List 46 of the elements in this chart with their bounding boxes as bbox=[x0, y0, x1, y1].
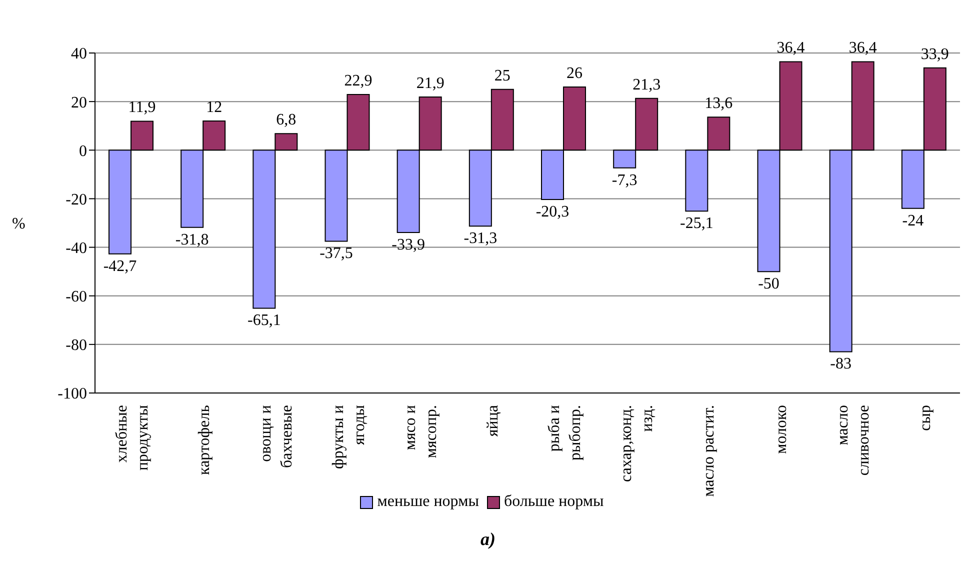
data-label: 21,9 bbox=[416, 74, 444, 92]
data-label: 12 bbox=[206, 99, 222, 116]
data-label: -33,9 bbox=[392, 236, 425, 254]
text: а) bbox=[480, 528, 496, 550]
y-axis-title: % bbox=[12, 216, 26, 233]
data-label: 6,8 bbox=[276, 112, 296, 129]
x-tick-label: молоко bbox=[772, 405, 790, 454]
data-label: -20,3 bbox=[536, 203, 570, 220]
x-tick-label: мясо и мясопр. bbox=[402, 404, 440, 458]
y-tick-label: -40 bbox=[66, 240, 87, 257]
data-label: 13,6 bbox=[704, 95, 733, 112]
data-label: 36,4 bbox=[848, 40, 877, 57]
data-label: 26 bbox=[566, 65, 582, 82]
y-tick-label: -80 bbox=[66, 337, 87, 354]
data-label: -42,7 bbox=[103, 258, 137, 275]
data-label: -50 bbox=[758, 276, 780, 293]
y-tick-label: 20 bbox=[71, 94, 87, 112]
data-label: -37,5 bbox=[320, 245, 353, 262]
data-label: -65,1 bbox=[248, 312, 281, 330]
y-tick-label: 40 bbox=[71, 46, 87, 63]
x-tick-label: сыр bbox=[916, 405, 934, 431]
x-tick-label: яйца bbox=[484, 405, 502, 437]
data-label: -31,8 bbox=[175, 231, 209, 248]
x-tick-label: рыба и рыбопр. bbox=[546, 404, 584, 460]
x-tick-label: масло растит. bbox=[700, 405, 718, 497]
x-tick-label: фрукты и ягоды bbox=[330, 404, 368, 470]
data-label: -24 bbox=[902, 212, 924, 230]
data-label: 21,3 bbox=[632, 76, 661, 94]
data-label: -31,3 bbox=[464, 230, 498, 248]
x-tick-label: картофель bbox=[196, 405, 214, 475]
x-tick-label: сахар,конд. изд. bbox=[618, 405, 656, 482]
legend-label: больше нормы bbox=[502, 493, 604, 511]
data-label: 25 bbox=[494, 67, 510, 84]
data-label: 33,9 bbox=[920, 46, 949, 63]
legend-label: меньше нормы bbox=[376, 493, 479, 511]
x-tick-label: хлебные продукты bbox=[114, 404, 152, 471]
data-label: 22,9 bbox=[344, 72, 372, 90]
data-label: -83 bbox=[830, 356, 852, 373]
data-label: 36,4 bbox=[776, 40, 805, 57]
y-tick-label: -100 bbox=[58, 386, 87, 403]
data-label: -7,3 bbox=[612, 172, 638, 189]
y-tick-label: 0 bbox=[79, 142, 87, 160]
y-tick-label: -20 bbox=[66, 191, 87, 208]
data-label: 11,9 bbox=[128, 99, 156, 116]
y-tick-label: -60 bbox=[66, 288, 87, 306]
data-label: -25,1 bbox=[680, 215, 714, 232]
